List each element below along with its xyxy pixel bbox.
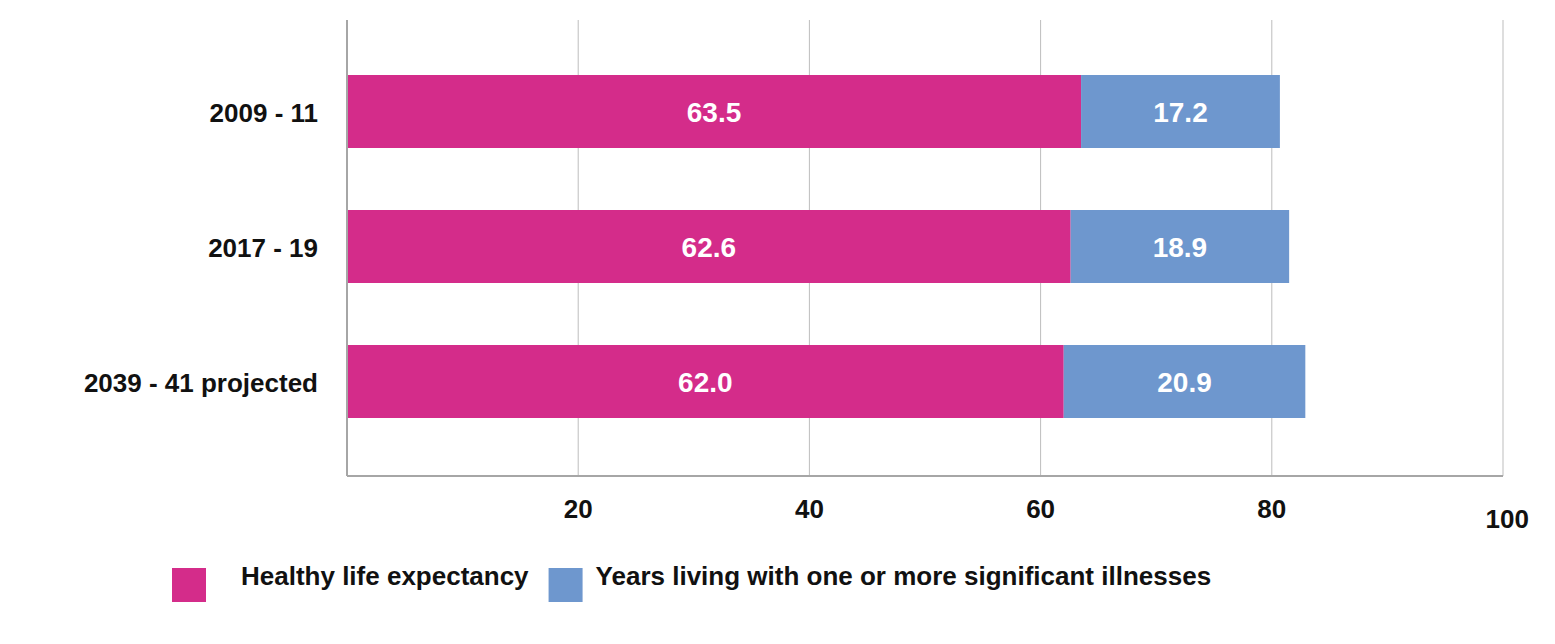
- chart-container: 63.5 17.2 62.6 18.9 62.0 20.9 2009 - 11 2017 - …: [0, 0, 1555, 644]
- bar-segment: [347, 75, 1081, 148]
- tick-label: 100: [1486, 504, 1529, 534]
- tick-label: 80: [1257, 494, 1286, 524]
- legend-swatch: [172, 568, 206, 602]
- category-label: 2017 - 19: [208, 233, 318, 263]
- legend-label: Healthy life expectancy: [241, 561, 529, 591]
- tick-label: 40: [795, 494, 824, 524]
- grid-line: [1503, 20, 1504, 476]
- bars: [347, 75, 1305, 418]
- x-axis-line: [347, 475, 1503, 477]
- legend: Healthy life expectancy Years living with…: [172, 561, 1211, 602]
- legend-label: Years living with one or more significan…: [596, 561, 1212, 591]
- category-label: 2039 - 41 projected: [84, 368, 318, 398]
- data-label: 62.6: [682, 232, 737, 263]
- legend-swatch: [549, 568, 583, 602]
- bar-segment: [1081, 75, 1280, 148]
- category-label: 2009 - 11: [210, 98, 318, 128]
- tick-label: 60: [1026, 494, 1055, 524]
- chart-svg: 63.5 17.2 62.6 18.9 62.0 20.9 2009 - 11 2017 - …: [0, 0, 1555, 644]
- tick-label: 20: [564, 494, 593, 524]
- data-label: 20.9: [1157, 367, 1212, 398]
- data-label: 63.5: [687, 97, 742, 128]
- y-axis-line: [346, 20, 348, 476]
- data-label: 18.9: [1153, 232, 1208, 263]
- data-label: 62.0: [678, 367, 733, 398]
- bar-segment: [347, 345, 1064, 418]
- bar-segment: [1071, 210, 1289, 283]
- data-labels: 63.5 17.2 62.6 18.9 62.0 20.9: [678, 97, 1212, 398]
- bar-segment: [1064, 345, 1306, 418]
- bar-segment: [347, 210, 1071, 283]
- data-label: 17.2: [1153, 97, 1208, 128]
